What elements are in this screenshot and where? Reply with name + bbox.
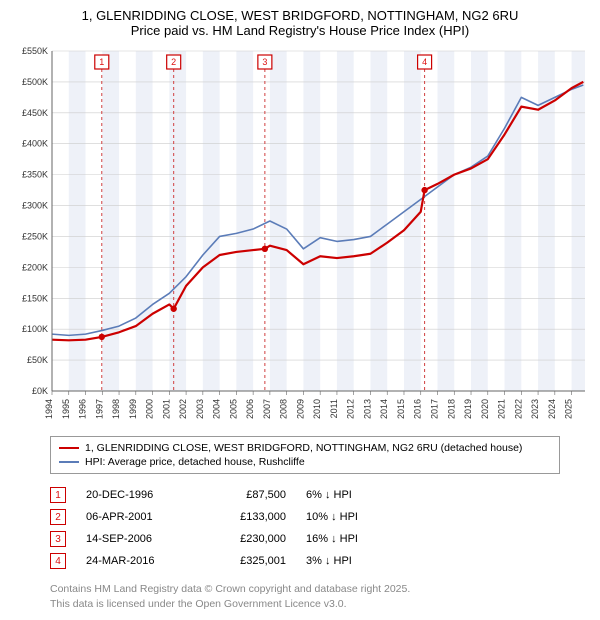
svg-text:£0K: £0K (32, 386, 48, 396)
svg-text:3: 3 (262, 57, 267, 67)
transaction-date: 20-DEC-1996 (86, 489, 186, 501)
svg-text:£400K: £400K (22, 139, 48, 149)
transaction-price: £325,001 (206, 555, 286, 567)
transaction-price: £87,500 (206, 489, 286, 501)
svg-text:2015: 2015 (396, 399, 406, 419)
chart-title-line2: Price paid vs. HM Land Registry's House … (10, 23, 590, 38)
svg-text:£350K: £350K (22, 170, 48, 180)
svg-text:2014: 2014 (379, 399, 389, 419)
svg-text:£100K: £100K (22, 324, 48, 334)
svg-text:2004: 2004 (212, 399, 222, 419)
chart: £0K £50K £100K £150K £200K £250K £300K £350K £40… (10, 46, 590, 426)
svg-text:£300K: £300K (22, 201, 48, 211)
transaction-badge: 2 (50, 509, 66, 525)
transaction-date: 06-APR-2001 (86, 511, 186, 523)
svg-text:2005: 2005 (228, 399, 238, 419)
svg-text:£450K: £450K (22, 108, 48, 118)
svg-text:2019: 2019 (463, 399, 473, 419)
transaction-date: 24-MAR-2016 (86, 555, 186, 567)
transaction-badge: 1 (50, 487, 66, 503)
transactions-table: 1 20-DEC-1996 £87,500 6% ↓ HPI 2 06-APR-2001 £… (50, 484, 590, 572)
transaction-badge: 3 (50, 531, 66, 547)
svg-text:1997: 1997 (94, 399, 104, 419)
legend-row: HPI: Average price, detached house, Rush… (59, 455, 551, 469)
transaction-delta: 6% ↓ HPI (306, 489, 396, 501)
svg-text:4: 4 (422, 57, 427, 67)
svg-text:1999: 1999 (128, 399, 138, 419)
svg-text:£50K: £50K (27, 355, 48, 365)
chart-svg: £0K £50K £100K £150K £200K £250K £300K £350K £40… (10, 46, 590, 426)
svg-text:2022: 2022 (513, 399, 523, 419)
footer-attribution: Contains HM Land Registry data © Crown c… (50, 582, 590, 611)
legend-label: HPI: Average price, detached house, Rush… (85, 456, 305, 468)
legend-swatch (59, 447, 79, 450)
svg-text:2025: 2025 (564, 399, 574, 419)
legend: 1, GLENRIDDING CLOSE, WEST BRIDGFORD, NO… (50, 436, 560, 474)
svg-text:1998: 1998 (111, 399, 121, 419)
svg-text:£550K: £550K (22, 46, 48, 56)
svg-text:2020: 2020 (480, 399, 490, 419)
legend-row: 1, GLENRIDDING CLOSE, WEST BRIDGFORD, NO… (59, 441, 551, 455)
legend-swatch (59, 461, 79, 464)
svg-text:2007: 2007 (262, 399, 272, 419)
svg-text:1994: 1994 (44, 399, 54, 419)
transaction-delta: 10% ↓ HPI (306, 511, 396, 523)
transaction-row: 1 20-DEC-1996 £87,500 6% ↓ HPI (50, 484, 590, 506)
transaction-row: 3 14-SEP-2006 £230,000 16% ↓ HPI (50, 528, 590, 550)
transaction-delta: 16% ↓ HPI (306, 533, 396, 545)
transaction-price: £133,000 (206, 511, 286, 523)
svg-text:2023: 2023 (530, 399, 540, 419)
svg-text:2016: 2016 (413, 399, 423, 419)
svg-text:£200K: £200K (22, 262, 48, 272)
svg-text:2024: 2024 (547, 399, 557, 419)
transaction-badge: 4 (50, 553, 66, 569)
transaction-row: 4 24-MAR-2016 £325,001 3% ↓ HPI (50, 550, 590, 572)
svg-text:2000: 2000 (145, 399, 155, 419)
svg-text:£150K: £150K (22, 293, 48, 303)
svg-text:2013: 2013 (362, 399, 372, 419)
svg-text:2002: 2002 (178, 399, 188, 419)
svg-text:£500K: £500K (22, 77, 48, 87)
svg-text:1995: 1995 (61, 399, 71, 419)
legend-label: 1, GLENRIDDING CLOSE, WEST BRIDGFORD, NO… (85, 442, 522, 454)
transaction-delta: 3% ↓ HPI (306, 555, 396, 567)
chart-title-line1: 1, GLENRIDDING CLOSE, WEST BRIDGFORD, NO… (10, 8, 590, 23)
transaction-date: 14-SEP-2006 (86, 533, 186, 545)
svg-text:2012: 2012 (346, 399, 356, 419)
svg-text:2009: 2009 (295, 399, 305, 419)
svg-text:2011: 2011 (329, 399, 339, 418)
transaction-price: £230,000 (206, 533, 286, 545)
svg-text:2010: 2010 (312, 399, 322, 419)
svg-text:2017: 2017 (430, 399, 440, 419)
footer-line1: Contains HM Land Registry data © Crown c… (50, 582, 590, 597)
svg-text:2001: 2001 (161, 399, 171, 419)
svg-text:£250K: £250K (22, 231, 48, 241)
svg-text:2003: 2003 (195, 399, 205, 419)
svg-text:2008: 2008 (279, 399, 289, 419)
svg-text:2006: 2006 (245, 399, 255, 419)
svg-text:2: 2 (171, 57, 176, 67)
footer-line2: This data is licensed under the Open Gov… (50, 597, 590, 612)
svg-text:2021: 2021 (497, 399, 507, 419)
transaction-row: 2 06-APR-2001 £133,000 10% ↓ HPI (50, 506, 590, 528)
svg-text:1: 1 (99, 57, 104, 67)
svg-text:1996: 1996 (78, 399, 88, 419)
svg-text:2018: 2018 (446, 399, 456, 419)
